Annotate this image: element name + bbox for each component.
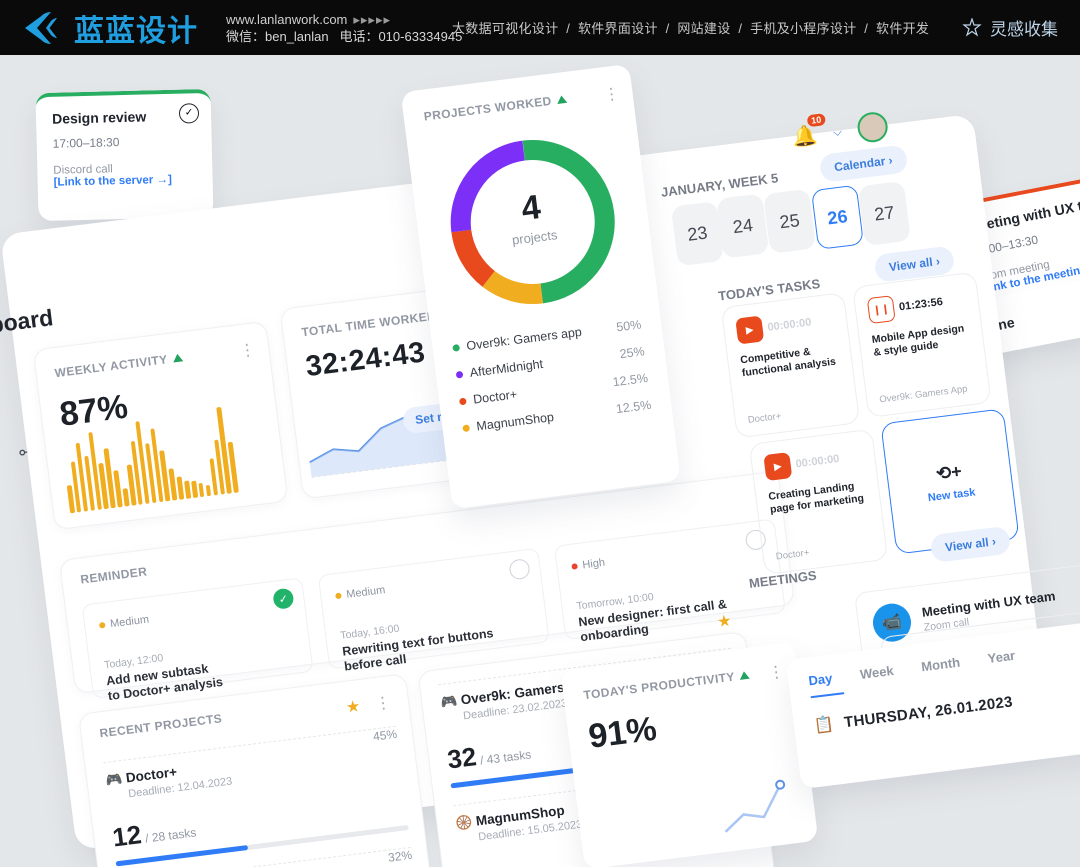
svg-text:4: 4 bbox=[519, 188, 543, 228]
svg-text:projects: projects bbox=[511, 227, 559, 248]
